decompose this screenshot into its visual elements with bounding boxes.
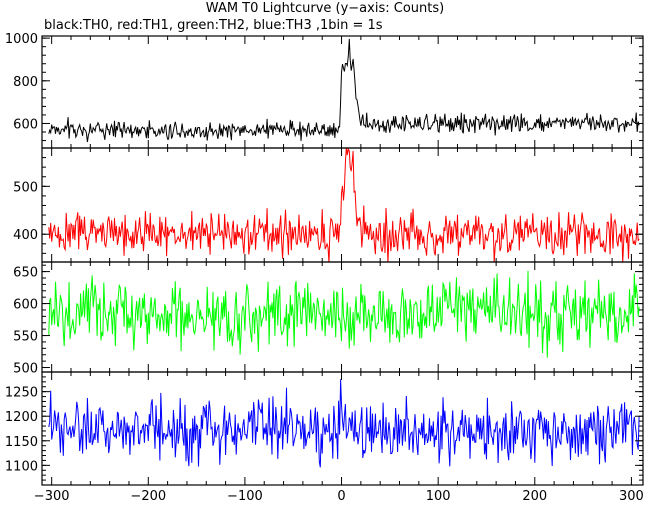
- panel-th3: 1100 1150 1200 1250: [5, 371, 644, 486]
- y-tick-label: 650: [13, 266, 38, 281]
- x-tick-label: −100: [227, 489, 263, 504]
- panel-frame: [41, 371, 644, 486]
- x-axis: −300 −200 −100 0 100 200 300: [34, 489, 644, 504]
- panel-th1: 400 500: [13, 147, 644, 263]
- y-tick-label: 500: [13, 180, 38, 195]
- series-line-th3: [48, 379, 640, 468]
- y-tick-label: 1000: [5, 32, 38, 47]
- x-tick-label: 300: [619, 489, 644, 504]
- chart-title: WAM T0 Lightcurve (y−axis: Counts): [205, 1, 445, 16]
- y-tick-label: 550: [13, 330, 38, 345]
- y-tick-label: 1150: [5, 435, 38, 450]
- y-tick-label: 500: [13, 362, 38, 377]
- y-tick-label: 600: [13, 298, 38, 313]
- x-tick-label: 100: [426, 489, 451, 504]
- chart-subtitle: black:TH0, red:TH1, green:TH2, blue:TH3 …: [44, 18, 383, 33]
- y-tick-label: 600: [13, 117, 38, 132]
- y-tick-label: 800: [13, 75, 38, 90]
- y-tick-label: 1100: [5, 459, 38, 474]
- series-line-th2: [48, 270, 640, 358]
- y-tick-label: 1200: [5, 410, 38, 425]
- y-tick-label: 400: [13, 228, 38, 243]
- x-tick-label: −300: [34, 489, 70, 504]
- x-tick-label: −200: [130, 489, 166, 504]
- x-tick-label: 0: [337, 489, 345, 504]
- panel-th2: 500 550 600 650: [13, 261, 644, 377]
- panel-th0: 600 800 1000: [5, 32, 644, 149]
- series-line-th0: [48, 38, 640, 143]
- y-tick-label: 1250: [5, 386, 38, 401]
- series-line-th1: [48, 148, 640, 262]
- panel-frame: [41, 35, 644, 149]
- panels-layer: 600 800 1000 400 500 500 550 600 650 1100 1150 1200…: [5, 32, 644, 486]
- x-tick-label: 200: [522, 489, 547, 504]
